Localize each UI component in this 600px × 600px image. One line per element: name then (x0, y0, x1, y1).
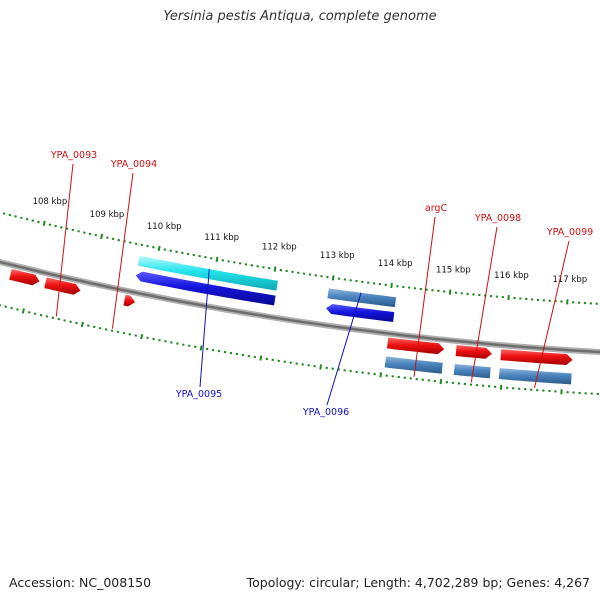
map-title: Yersinia pestis Antiqua, complete genome (163, 9, 437, 24)
scale-label: 116 kbp (494, 271, 529, 281)
forward-major-tick (199, 345, 203, 351)
scale-label: 117 kbp (552, 275, 587, 285)
reverse-major-tick (331, 275, 335, 281)
forward-rna-bar[interactable] (498, 368, 572, 385)
reverse-major-tick (390, 282, 393, 289)
forward-label-leader (413, 216, 436, 377)
forward-rna-bar[interactable] (384, 356, 443, 374)
scale-label: 115 kbp (436, 265, 471, 275)
reverse-gene-highlight-bar[interactable] (137, 255, 278, 291)
forward-label-leader (111, 172, 134, 329)
reverse-tick-track (2, 212, 598, 305)
forward-major-tick (21, 308, 25, 314)
forward-gene-label[interactable]: YPA_0094 (110, 159, 157, 170)
forward-gene-arrow[interactable] (44, 277, 81, 295)
forward-tick-track (0, 304, 599, 395)
reverse-major-tick (448, 289, 452, 295)
forward-gene-label[interactable]: YPA_0093 (50, 150, 97, 161)
reverse-major-tick (42, 220, 46, 227)
forward-label-leader (470, 226, 498, 383)
accession-text: Accession: NC_008150 (9, 575, 152, 590)
reverse-label-leader (199, 269, 210, 388)
forward-major-tick (379, 372, 382, 378)
forward-label-leader (534, 240, 570, 389)
reverse-major-tick (100, 233, 104, 240)
forward-major-tick (319, 364, 323, 370)
reverse-gene-label[interactable]: YPA_0096 (302, 407, 349, 418)
scale-label: 110 kbp (147, 222, 182, 232)
forward-gene-arrow[interactable] (9, 269, 40, 286)
forward-gene-arrow[interactable] (123, 294, 136, 307)
reverse-gene-labels: YPA_0095 YPA_0096 (175, 269, 362, 418)
forward-gene-label[interactable]: YPA_0098 (474, 213, 521, 224)
forward-gene-label[interactable]: argC (425, 203, 448, 214)
reverse-major-tick (157, 245, 161, 252)
forward-gene-labels: YPA_0093 YPA_0094 argC YPA_0098 YPA_0099 (50, 150, 593, 389)
scale-label: 114 kbp (378, 259, 413, 269)
reverse-gene-arrow[interactable] (326, 304, 395, 322)
scale-label: 109 kbp (90, 210, 125, 220)
forward-major-tick (140, 334, 144, 340)
backbone-core (0, 260, 600, 354)
forward-major-tick (259, 355, 263, 361)
reverse-major-tick (215, 256, 219, 262)
reverse-strand-features (135, 255, 397, 322)
genome-backbone (0, 258, 600, 356)
genome-summary-text: Topology: circular; Length: 4,702,289 bp… (246, 575, 590, 590)
forward-major-tick (439, 379, 443, 385)
forward-label-leader (55, 163, 74, 317)
scale-label: 111 kbp (204, 233, 239, 243)
reverse-rna-bar[interactable] (327, 288, 397, 308)
forward-gene-label[interactable]: YPA_0099 (546, 227, 593, 238)
forward-gene-arrow[interactable] (386, 337, 445, 355)
scale-label: 108 kbp (33, 197, 68, 207)
reverse-gene-label[interactable]: YPA_0095 (175, 389, 222, 400)
scale-labels: 108 kbp 109 kbp 110 kbp 111 kbp 112 kbp 113 k… (33, 197, 588, 285)
reverse-gene-arrow[interactable] (135, 271, 276, 306)
forward-gene-arrow[interactable] (500, 349, 573, 365)
reverse-label-leader (326, 292, 362, 406)
scale-label: 113 kbp (320, 251, 355, 261)
scale-label: 112 kbp (262, 243, 297, 253)
forward-strand-features (9, 269, 573, 385)
forward-gene-arrow[interactable] (455, 345, 492, 359)
reverse-major-tick (273, 266, 277, 272)
forward-major-tick (80, 321, 84, 328)
forward-rna-bar[interactable] (453, 364, 491, 379)
